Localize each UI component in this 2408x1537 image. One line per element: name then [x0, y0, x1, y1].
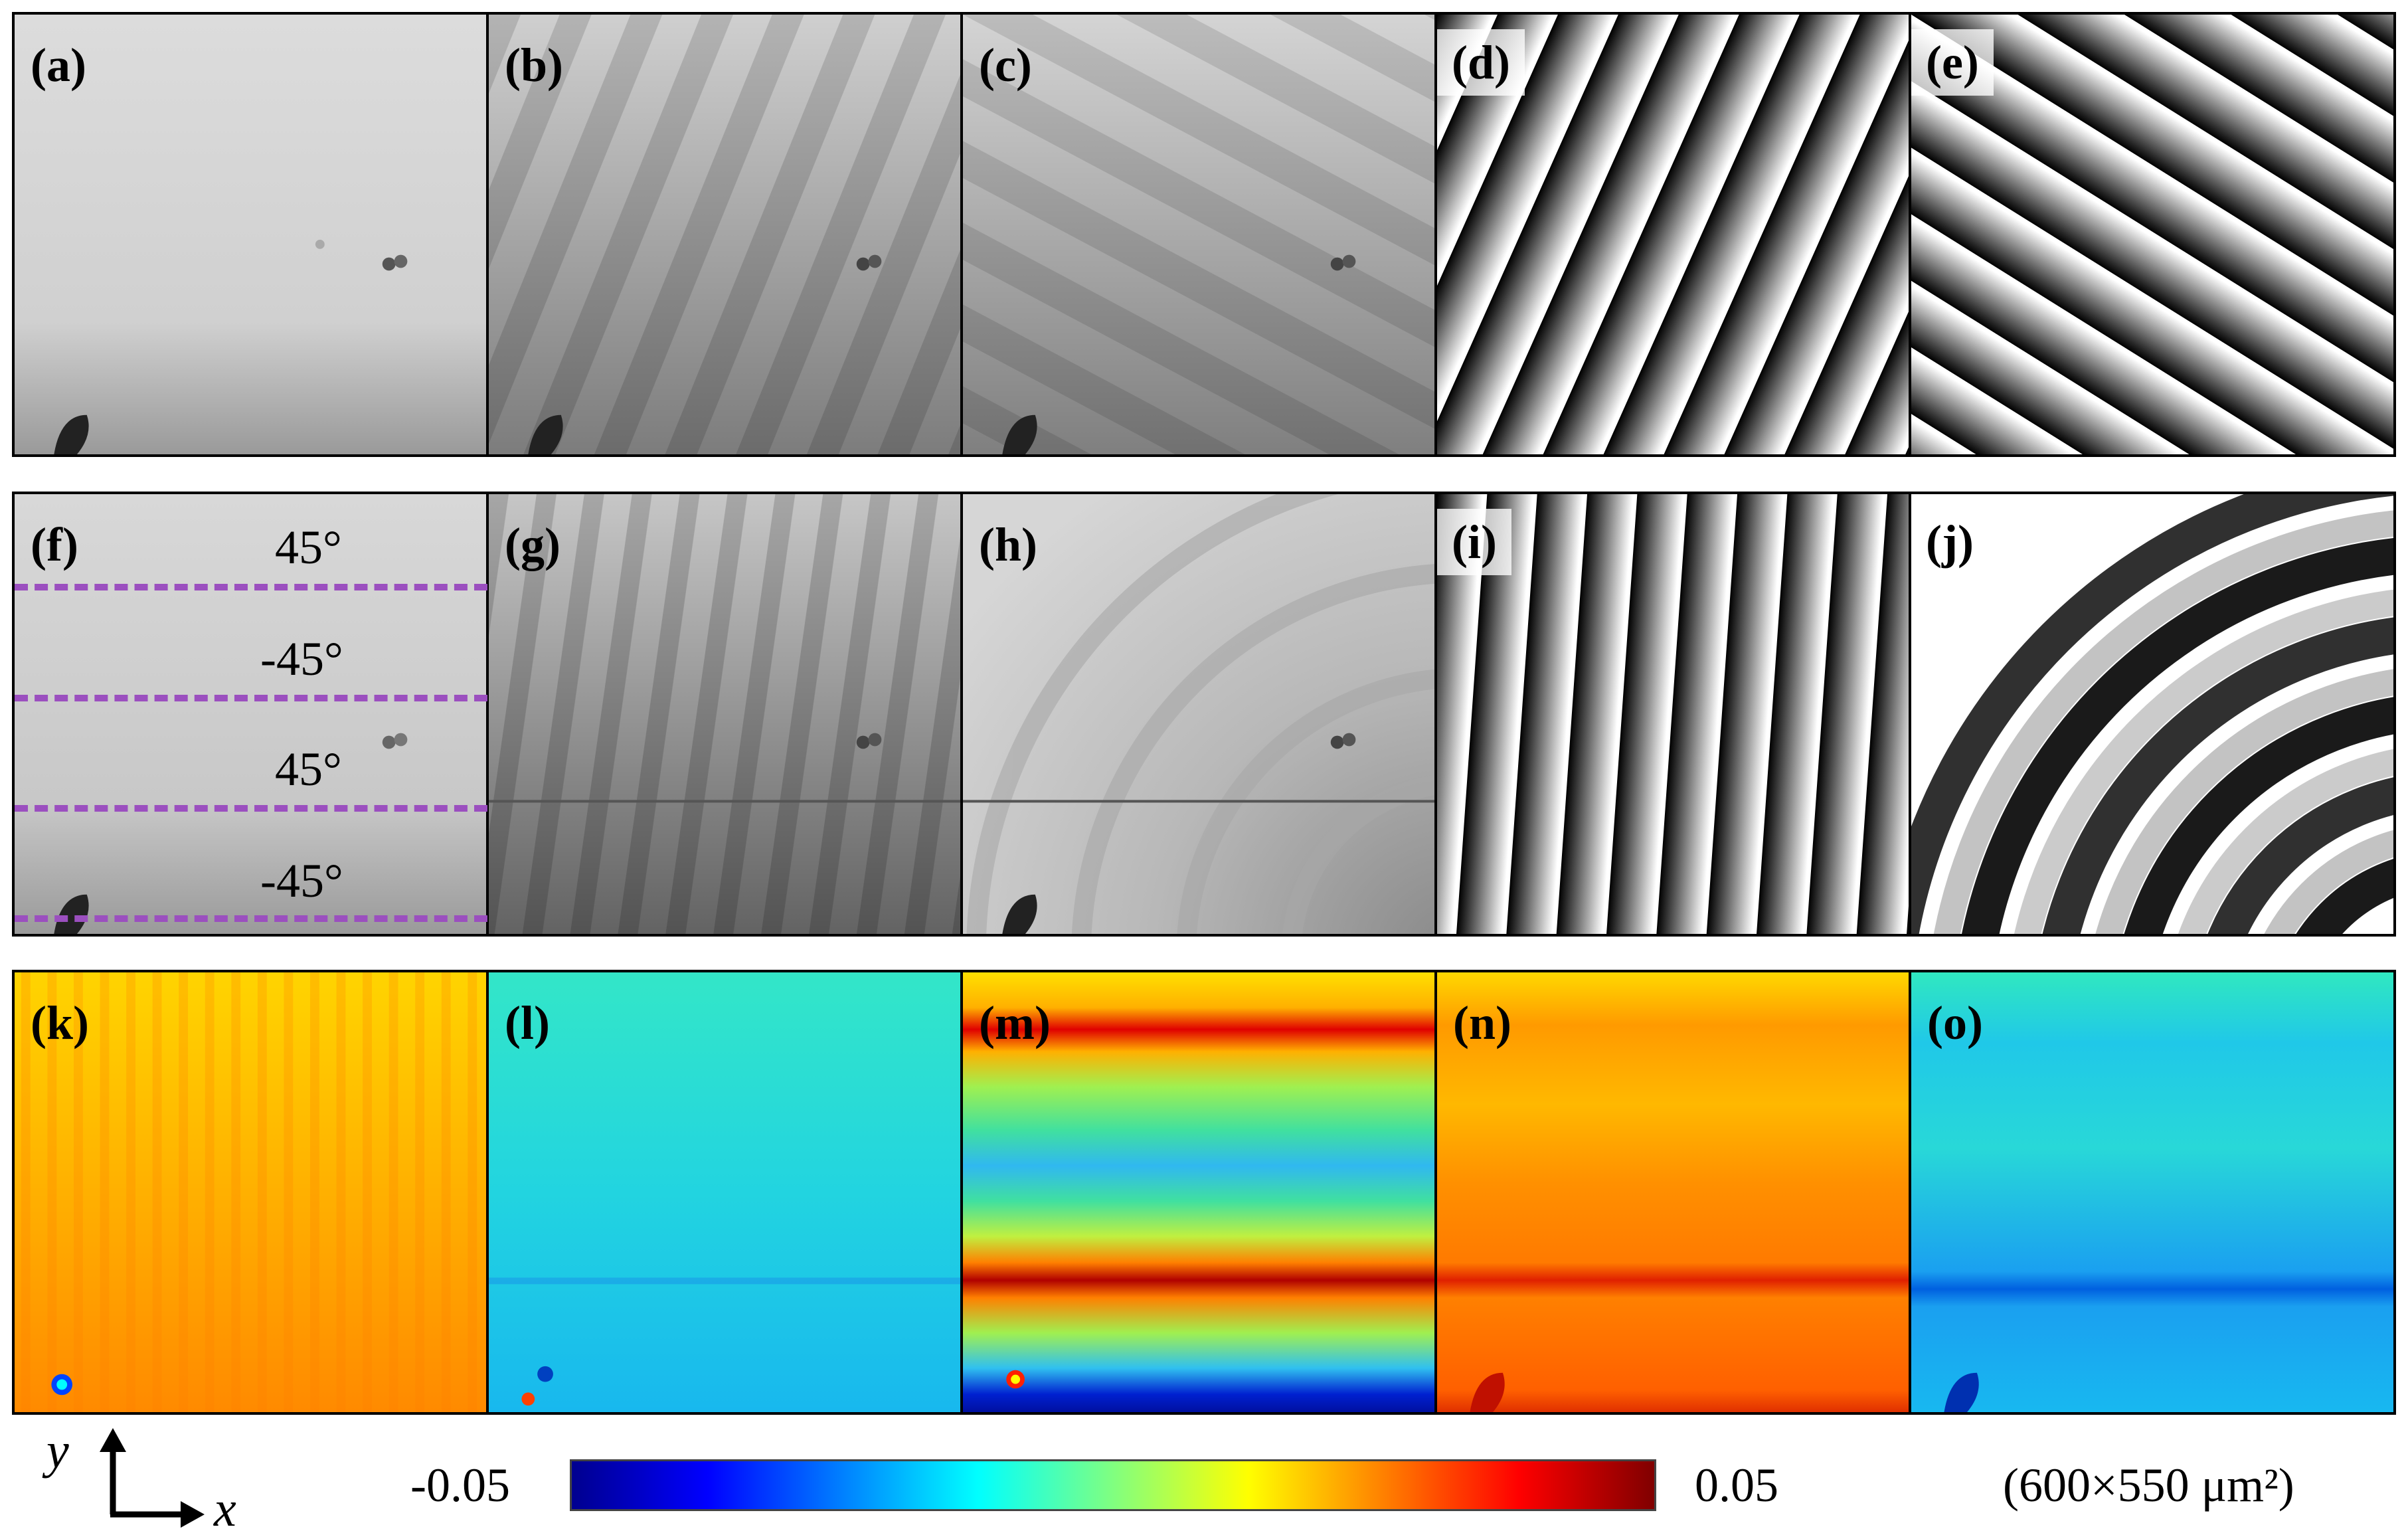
colorbar-max-label: 0.05 — [1695, 1459, 1778, 1512]
panel-h-image — [963, 494, 1436, 934]
panel-label: (h) — [979, 518, 1037, 571]
y-axis-label: y — [46, 1423, 69, 1479]
panel-k-image — [15, 972, 487, 1412]
panel-m-image — [963, 972, 1436, 1412]
panel-label: (c) — [979, 39, 1032, 92]
panel-label: (g) — [505, 518, 560, 571]
panel-label: (a) — [31, 39, 86, 92]
panel-k: (k) — [12, 970, 490, 1415]
panel-h: (h) — [960, 492, 1438, 937]
panel-d: (d) — [1434, 12, 1913, 457]
panel-label: (f) — [31, 518, 78, 571]
panel-f: 45° -45° 45° -45° (f) — [12, 492, 490, 937]
panel-a: (a) — [12, 12, 490, 457]
layer-angle: -45° — [260, 854, 343, 907]
panel-b-image — [489, 15, 962, 454]
panel-g: (g) — [486, 492, 964, 937]
panel-o-image — [1911, 972, 2393, 1412]
panel-e: (e) — [1909, 12, 2396, 457]
layer-boundary — [15, 584, 487, 590]
panel-j-image — [1911, 494, 2393, 934]
panel-m: (m) — [960, 970, 1438, 1415]
panel-label: (m) — [979, 996, 1051, 1049]
panel-a-image — [15, 15, 487, 454]
panel-g-image — [489, 494, 962, 934]
panel-i-image — [1437, 494, 1910, 934]
panel-c-image — [963, 15, 1436, 454]
panel-label: (b) — [505, 39, 563, 92]
panel-c: (c) — [960, 12, 1438, 457]
colorbar — [570, 1459, 1656, 1511]
colorbar-min-label: -0.05 — [410, 1459, 510, 1512]
panel-label: (d) — [1437, 29, 1525, 96]
panel-label: (o) — [1927, 996, 1983, 1049]
layer-angle: 45° — [275, 521, 342, 574]
panel-label: (l) — [505, 996, 550, 1049]
panel-label: (e) — [1911, 29, 1994, 96]
panel-b: (b) — [486, 12, 964, 457]
panel-n-image — [1437, 972, 1910, 1412]
panel-label: (i) — [1437, 509, 1511, 575]
layer-boundary — [15, 915, 487, 922]
panel-f-image — [15, 494, 487, 934]
layer-angle: -45° — [260, 632, 343, 685]
panel-label: (j) — [1911, 509, 1988, 575]
layer-boundary — [15, 695, 487, 701]
layer-angle: 45° — [275, 743, 342, 796]
panel-label: (k) — [31, 996, 89, 1049]
coordinate-axes: y x — [33, 1423, 259, 1534]
panel-l-image — [489, 972, 962, 1412]
panel-j: (j) — [1909, 492, 2396, 937]
panel-o: (o) — [1909, 970, 2396, 1415]
panel-l: (l) — [486, 970, 964, 1415]
field-of-view-label: (600×550 μm²) — [2003, 1459, 2294, 1512]
x-axis-label: x — [214, 1481, 236, 1537]
panel-label: (n) — [1453, 996, 1511, 1049]
panel-i: (i) — [1434, 492, 1913, 937]
axes-arrows-icon — [100, 1428, 205, 1528]
layer-boundary — [15, 805, 487, 812]
panel-n: (n) — [1434, 970, 1913, 1415]
